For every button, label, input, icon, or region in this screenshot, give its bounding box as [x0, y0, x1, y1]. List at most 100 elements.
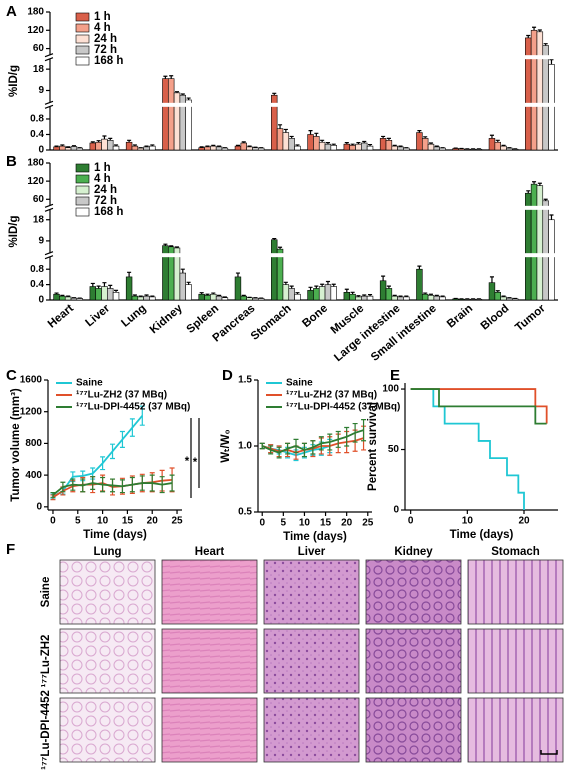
- error-bar: [180, 268, 185, 274]
- bar: [252, 297, 259, 301]
- error-bar: [325, 142, 330, 145]
- bar: [215, 295, 223, 301]
- error-bar: [90, 282, 95, 287]
- error-bar: [132, 144, 137, 147]
- x-tick-label: Liver: [84, 302, 113, 329]
- y-tick-label: 9: [38, 85, 44, 96]
- bar: [246, 297, 253, 301]
- error-bar: [114, 289, 119, 293]
- bar: [143, 146, 150, 151]
- bar: [313, 136, 320, 151]
- y-tick-label: 1600: [20, 375, 43, 386]
- x-tick-label: 0: [408, 516, 414, 527]
- bar: [548, 219, 555, 301]
- histology-image: [365, 628, 462, 694]
- error-bar: [217, 294, 222, 297]
- bar: [318, 141, 326, 151]
- y-tick-label: 1200: [20, 406, 43, 417]
- bar: [324, 284, 332, 301]
- histology-image: [161, 628, 258, 694]
- error-bar: [368, 294, 373, 297]
- histology-image: [161, 559, 258, 625]
- bar: [427, 295, 435, 301]
- legend-label: 1 h: [94, 162, 111, 174]
- bar: [137, 147, 144, 151]
- bar: [64, 296, 72, 301]
- bar: [179, 272, 187, 301]
- error-bar: [434, 145, 439, 147]
- survival-line: [410, 388, 547, 425]
- series-line: [52, 482, 173, 496]
- bar: [131, 295, 139, 301]
- bar: [506, 297, 513, 301]
- histology-image: [59, 697, 156, 763]
- bar: [101, 286, 108, 301]
- error-bar: [428, 142, 434, 145]
- bar: [221, 297, 229, 301]
- bar: [294, 145, 301, 151]
- y-tick-label: 120: [27, 25, 44, 36]
- error-bar: [205, 293, 210, 296]
- error-bar: [127, 139, 132, 143]
- y-tick-label: 180: [27, 7, 44, 18]
- error-bar: [428, 293, 434, 296]
- x-tick-label: 10: [97, 516, 109, 527]
- error-bar: [331, 283, 336, 287]
- bar: [366, 295, 374, 301]
- error-bar: [308, 286, 313, 291]
- legend-label: 4 h: [94, 173, 111, 185]
- x-tick-label: 10: [299, 518, 311, 529]
- y-tick-label: 180: [27, 158, 44, 169]
- bar: [361, 142, 368, 151]
- bar: [95, 288, 102, 301]
- error-bar: [434, 294, 439, 297]
- error-bar: [247, 145, 252, 147]
- error-bar: [501, 295, 506, 297]
- legend-label: 168 h: [94, 206, 123, 218]
- bar: [313, 288, 320, 301]
- error-bar: [241, 294, 246, 297]
- error-bar: [150, 144, 155, 147]
- error-bar: [199, 292, 204, 295]
- error-bar: [283, 128, 288, 133]
- legend-swatch: [75, 56, 90, 66]
- histology-image: [467, 697, 564, 763]
- bar: [379, 280, 387, 301]
- y-tick-label: 60: [33, 43, 45, 54]
- y-tick-label: 0.8: [30, 114, 44, 125]
- panel-label: D: [222, 367, 233, 384]
- x-tick-label: 20: [341, 518, 353, 529]
- legend-label: 4 h: [94, 22, 111, 34]
- error-bar: [102, 282, 107, 287]
- error-bar: [144, 145, 149, 147]
- error-bar: [381, 275, 386, 281]
- error-bar: [66, 146, 71, 148]
- error-bar: [423, 136, 428, 139]
- bar: [488, 282, 496, 301]
- error-bar: [54, 145, 59, 147]
- error-bar: [186, 97, 191, 100]
- histology-image: [59, 559, 156, 625]
- bar: [112, 145, 120, 151]
- x-tick-label: Brain: [445, 302, 475, 330]
- y-tick-label: 1.0: [238, 441, 252, 452]
- y-tick-label: 0: [36, 501, 42, 512]
- error-bar: [368, 143, 373, 147]
- error-bar: [392, 294, 397, 297]
- bar: [421, 138, 429, 151]
- legend-swatch: [75, 207, 90, 217]
- bar: [294, 293, 301, 301]
- bar: [143, 295, 150, 301]
- axis-break: [44, 205, 560, 210]
- bar: [204, 295, 211, 301]
- error-bar: [259, 442, 265, 450]
- bar: [53, 293, 60, 301]
- error-bar: [278, 124, 283, 129]
- bar: [112, 292, 120, 301]
- error-bar: [60, 294, 65, 297]
- error-bar: [495, 290, 500, 293]
- y-tick-label: 120: [27, 176, 44, 187]
- error-bar: [138, 295, 143, 297]
- bar: [221, 147, 229, 151]
- error-bar: [392, 144, 397, 147]
